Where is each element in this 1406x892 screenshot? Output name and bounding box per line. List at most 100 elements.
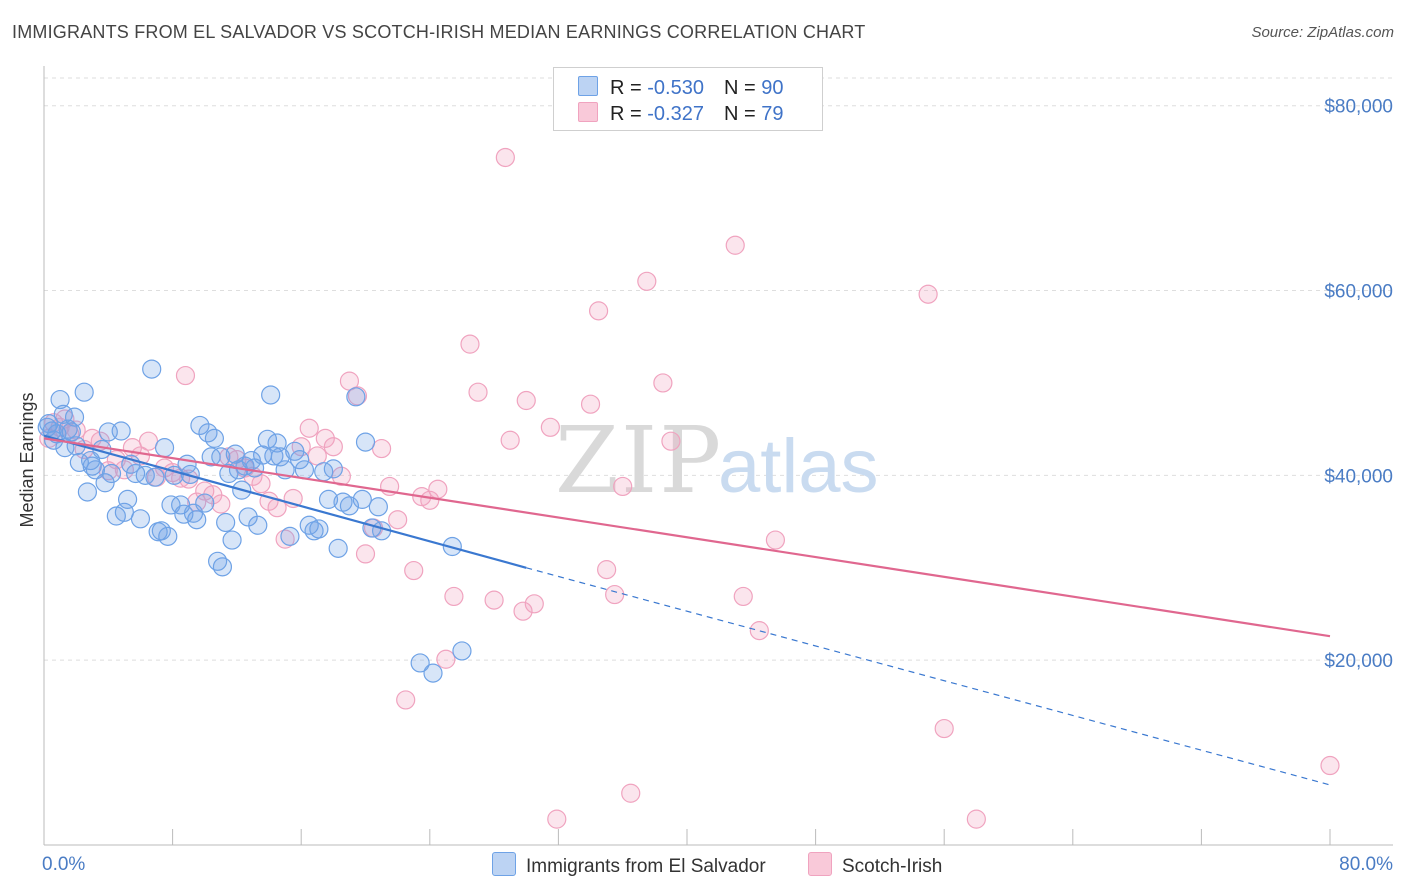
data-point xyxy=(195,493,215,513)
data-point xyxy=(111,421,131,441)
data-point xyxy=(420,490,440,510)
data-point xyxy=(58,419,78,439)
trend-line-el-salvador-extension xyxy=(526,567,1331,786)
data-point xyxy=(524,594,544,614)
data-point xyxy=(135,465,155,485)
data-point xyxy=(187,510,207,530)
series-el-salvador xyxy=(37,359,472,683)
y-tick-label: $40,000 xyxy=(1324,466,1393,487)
data-point xyxy=(294,460,315,480)
legend-r-label: R = xyxy=(610,77,648,99)
data-point xyxy=(547,809,567,829)
y-tick-labels: $20,000 $40,000 $60,000 $80,000 xyxy=(1324,97,1393,672)
data-point xyxy=(201,447,221,467)
data-point xyxy=(238,507,258,527)
data-point xyxy=(404,560,424,581)
data-point xyxy=(82,456,102,476)
data-point xyxy=(145,467,165,487)
data-point xyxy=(388,510,408,530)
data-point xyxy=(331,466,351,486)
data-point xyxy=(126,463,146,484)
data-point xyxy=(257,429,278,449)
data-point xyxy=(918,284,938,304)
data-point xyxy=(315,428,335,448)
data-point xyxy=(280,526,300,546)
data-point xyxy=(77,482,98,502)
data-point xyxy=(653,373,673,393)
data-point xyxy=(190,415,210,436)
blue-swatch-icon xyxy=(492,852,516,876)
data-point xyxy=(428,479,448,499)
trend-line-el-salvador xyxy=(43,434,527,569)
pink-swatch-icon xyxy=(578,102,598,122)
data-point xyxy=(216,512,236,533)
legend-r-value: -0.327 xyxy=(647,103,704,125)
data-point xyxy=(661,431,681,451)
data-point xyxy=(452,641,472,661)
data-point xyxy=(934,718,954,739)
data-point xyxy=(211,494,231,514)
data-point xyxy=(347,386,368,406)
bottom-legend-label: Scotch-Irish xyxy=(842,856,943,877)
data-point xyxy=(749,621,769,641)
trend-lines xyxy=(43,434,1331,786)
data-point xyxy=(355,544,376,564)
data-point xyxy=(101,463,122,484)
watermark-atlas: atlas xyxy=(718,424,879,509)
data-point xyxy=(289,450,310,470)
data-point xyxy=(204,428,224,448)
data-point xyxy=(130,509,151,529)
data-point xyxy=(580,394,601,414)
data-point xyxy=(396,690,416,710)
data-point xyxy=(142,359,162,379)
data-point xyxy=(500,430,520,450)
y-axis-label: Median Earnings xyxy=(17,392,37,527)
chart-title: IMMIGRANTS FROM EL SALVADOR VS SCOTCH-IR… xyxy=(12,22,866,42)
data-point xyxy=(346,387,366,407)
data-point xyxy=(64,407,85,427)
data-point xyxy=(368,497,388,517)
data-point xyxy=(468,382,488,402)
data-point xyxy=(513,601,533,621)
data-point xyxy=(613,476,633,497)
watermark: ZIP atlas xyxy=(555,407,879,514)
data-point xyxy=(410,653,430,673)
x-tick-min: 0.0% xyxy=(42,854,85,875)
y-tick-label: $60,000 xyxy=(1324,282,1393,303)
data-point xyxy=(484,590,504,610)
data-point xyxy=(318,489,339,509)
data-point xyxy=(161,495,181,515)
data-point xyxy=(212,557,233,577)
trend-line-scotch-irish xyxy=(43,437,1331,638)
data-point xyxy=(733,586,753,607)
bottom-legend-el-salvador: Immigrants from El Salvador xyxy=(492,852,766,878)
legend-n-value: 79 xyxy=(761,103,784,125)
legend-row-el-salvador: R = -0.530 N = 90 xyxy=(578,76,783,100)
data-point xyxy=(352,489,372,509)
data-point xyxy=(222,530,242,550)
data-point xyxy=(50,389,70,410)
legend-row-scotch-irish: R = -0.327 N = 79 xyxy=(578,102,783,126)
y-tick-label: $20,000 xyxy=(1324,651,1393,672)
data-point xyxy=(261,385,281,405)
data-point xyxy=(323,459,343,479)
data-point xyxy=(725,235,745,255)
data-point xyxy=(621,783,641,803)
data-point xyxy=(158,526,178,546)
watermark-zip: ZIP xyxy=(555,407,723,514)
data-point xyxy=(460,334,480,354)
data-point xyxy=(966,809,986,829)
data-point xyxy=(74,382,94,402)
data-point xyxy=(444,586,464,607)
bottom-legend-scotch-irish: Scotch-Irish xyxy=(808,852,942,878)
legend-n-label: N = xyxy=(723,103,762,125)
data-point xyxy=(355,432,376,452)
data-point xyxy=(175,365,196,386)
data-point xyxy=(323,437,343,457)
y-tick-label: $80,000 xyxy=(1324,97,1393,118)
grid-lines xyxy=(44,77,1393,661)
data-point xyxy=(516,390,536,411)
data-point xyxy=(117,489,138,509)
x-tick-max: 80.0% xyxy=(1339,854,1393,875)
